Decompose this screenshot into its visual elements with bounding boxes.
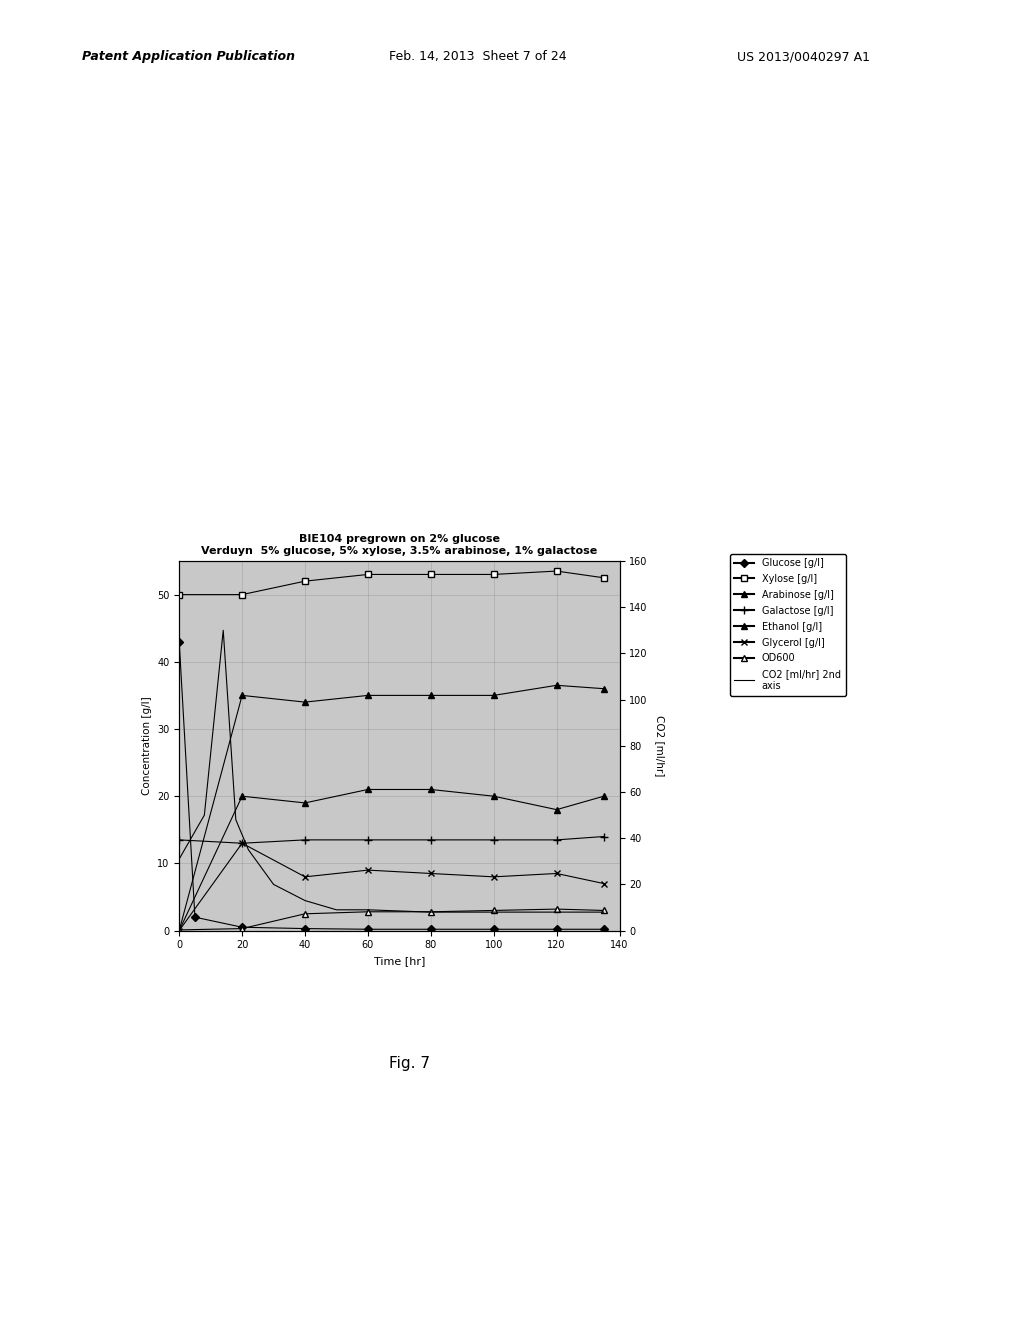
Y-axis label: CO2 [ml/hr]: CO2 [ml/hr] bbox=[654, 715, 665, 776]
Text: Fig. 7: Fig. 7 bbox=[389, 1056, 430, 1071]
Title: BIE104 pregrown on 2% glucose
Verduyn  5% glucose, 5% xylose, 3.5% arabinose, 1%: BIE104 pregrown on 2% glucose Verduyn 5%… bbox=[202, 535, 597, 556]
Legend: Glucose [g/l], Xylose [g/l], Arabinose [g/l], Galactose [g/l], Ethanol [g/l], Gl: Glucose [g/l], Xylose [g/l], Arabinose [… bbox=[729, 553, 846, 696]
Text: Feb. 14, 2013  Sheet 7 of 24: Feb. 14, 2013 Sheet 7 of 24 bbox=[389, 50, 566, 63]
Text: Patent Application Publication: Patent Application Publication bbox=[82, 50, 295, 63]
Text: US 2013/0040297 A1: US 2013/0040297 A1 bbox=[737, 50, 870, 63]
X-axis label: Time [hr]: Time [hr] bbox=[374, 956, 425, 966]
Y-axis label: Concentration [g/l]: Concentration [g/l] bbox=[141, 697, 152, 795]
